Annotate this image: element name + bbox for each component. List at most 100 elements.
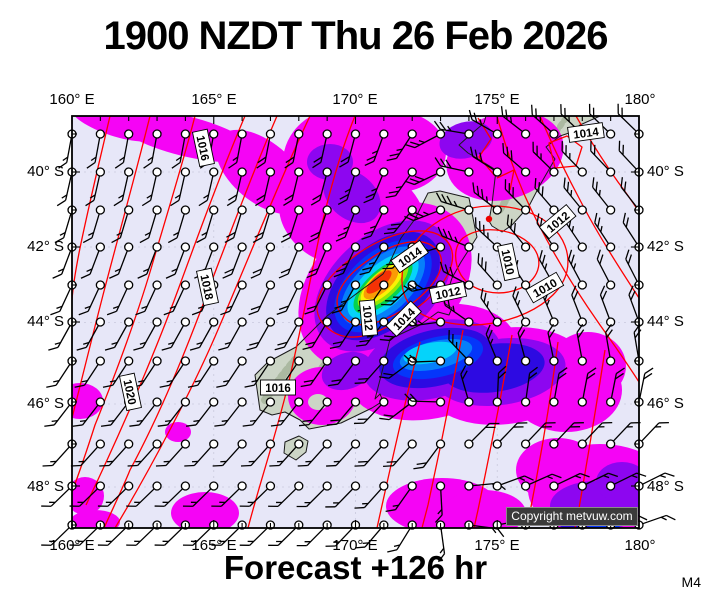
wind-barb-halffeather	[278, 419, 285, 422]
wind-barb-feather	[326, 464, 337, 467]
wind-barb-feather	[310, 199, 321, 206]
wind-barb-shaft	[311, 325, 326, 348]
wind-barb-shaft	[622, 222, 638, 244]
wind-barb-shaft	[585, 472, 609, 485]
wind-barb-feather	[139, 237, 150, 244]
station-circle	[379, 242, 389, 252]
wind-barb-feather	[270, 424, 281, 427]
wind-barb-feather	[628, 285, 634, 296]
station-circle	[464, 129, 474, 139]
wind-barb-shaft	[641, 422, 660, 442]
wind-barb-halffeather	[118, 194, 124, 199]
wind-barb-feather	[403, 285, 413, 292]
latitude-label: 44° S	[647, 313, 684, 330]
wind-barb-feather	[102, 384, 113, 388]
wind-barb-feather	[534, 177, 537, 189]
svg-text:1010: 1010	[498, 248, 515, 276]
forecast-hour-label: Forecast +126 hr	[223, 549, 488, 586]
wind-barb-shaft	[506, 224, 524, 245]
wind-barb-shaft	[119, 213, 129, 238]
wind-barb-shaft	[568, 259, 581, 282]
wind-barb-feather	[513, 222, 516, 234]
wind-barb-feather	[246, 346, 257, 351]
station-circle	[152, 280, 162, 290]
wind-barb-shaft	[531, 114, 552, 132]
wind-barb-halffeather	[114, 268, 121, 273]
wind-barb-feather	[337, 231, 348, 237]
wind-barb-feather	[643, 372, 653, 380]
station-circle	[435, 167, 446, 177]
wind-barb-shaft	[373, 137, 384, 162]
wind-barb-feather	[505, 109, 508, 120]
wind-barb-shaft	[346, 175, 355, 200]
wind-barb-feather	[410, 141, 420, 146]
wind-barb-halffeather	[146, 194, 153, 199]
wind-barb-feather	[383, 414, 394, 417]
wind-barb-feather	[437, 226, 443, 237]
station-circle	[492, 356, 502, 366]
wind-barb-shaft	[310, 363, 326, 386]
wind-barb-shaft	[59, 288, 71, 312]
wind-barb-shaft	[388, 362, 410, 379]
wind-barb-feather	[280, 237, 291, 243]
station-circle	[350, 129, 361, 139]
wind-barb-feather	[563, 177, 566, 188]
wind-barb-halffeather	[544, 263, 548, 270]
wind-barb-shaft	[336, 404, 354, 425]
wind-barb-feather	[441, 193, 448, 204]
wind-barb-feather	[387, 549, 398, 553]
wind-barb-feather	[189, 346, 200, 351]
wind-barb-shaft	[504, 188, 524, 208]
wind-barb-shaft	[292, 137, 299, 163]
wind-barb-shaft	[473, 191, 495, 209]
wind-barb-feather	[570, 254, 575, 265]
latitude-label: 42° S	[647, 238, 684, 255]
wind-barb-feather	[284, 161, 294, 169]
wind-barb-feather	[437, 553, 446, 563]
wind-barb-halffeather	[453, 200, 458, 207]
wind-barb-shaft	[249, 527, 269, 546]
station-circle	[95, 129, 105, 139]
wind-barb-shaft	[112, 363, 128, 386]
station-circle	[520, 242, 531, 252]
wind-barb-feather	[409, 213, 419, 220]
station-circle	[209, 167, 219, 177]
wind-barb-shaft	[252, 404, 269, 426]
wind-barb-halffeather	[164, 419, 172, 422]
isobar-line	[496, 169, 515, 191]
wind-barb-shaft	[108, 446, 127, 466]
longitude-label: 180°	[624, 91, 656, 108]
wind-barb-shaft	[222, 446, 240, 466]
wind-barb-shaft	[172, 288, 185, 312]
wind-barb-feather	[218, 346, 229, 351]
wind-barb-feather	[468, 109, 473, 120]
wind-barb-shaft	[308, 404, 326, 426]
wind-barb-halffeather	[168, 341, 175, 345]
wind-barb-feather	[76, 346, 87, 351]
wind-barb-feather	[254, 231, 264, 238]
wind-barb-feather	[439, 261, 444, 272]
wind-barb-feather	[306, 273, 317, 279]
wind-barb-feather	[480, 288, 484, 299]
wind-barb-shaft	[138, 404, 156, 426]
wind-barb-feather	[363, 198, 374, 204]
longitude-label: 170° E	[332, 91, 378, 108]
wind-barb-feather	[228, 194, 238, 201]
station-circle	[606, 242, 616, 252]
wind-barb-feather	[477, 253, 480, 264]
wind-barb-shaft	[144, 288, 156, 312]
wind-barb-shaft	[625, 258, 638, 282]
station-circle	[180, 242, 191, 252]
wind-barb-shaft	[140, 363, 156, 386]
station-circle	[350, 317, 361, 327]
wind-barb-shaft	[115, 288, 128, 312]
station-circle	[180, 167, 191, 177]
station-circle	[549, 317, 559, 327]
wind-barb-feather	[541, 186, 544, 197]
wind-barb-feather	[439, 158, 447, 168]
wind-barb-shaft	[525, 373, 531, 399]
wind-barb-feather	[226, 199, 236, 207]
wind-barb-halffeather	[111, 341, 118, 345]
wind-barb-feather	[310, 231, 320, 238]
wind-barb-halffeather	[57, 268, 64, 273]
